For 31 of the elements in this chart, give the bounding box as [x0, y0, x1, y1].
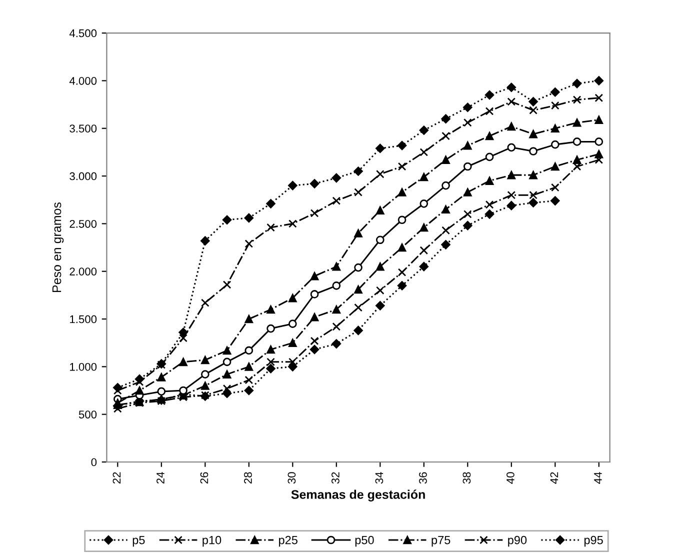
x-tick-label: 30 [288, 472, 296, 484]
y-tick-label: 4.500 [69, 29, 97, 38]
x-tick-label: 34 [375, 472, 384, 484]
x-axis-title: Semanas de gestación [291, 490, 425, 502]
y-tick-label: 500 [78, 410, 97, 418]
legend-label: p95 [584, 536, 603, 547]
legend-label: p5 [132, 536, 145, 547]
x-tick-label: 24 [156, 472, 164, 484]
legend-label: p90 [508, 536, 527, 547]
legend-label: p10 [202, 536, 222, 547]
x-tick-label: 40 [506, 472, 514, 484]
y-tick-label: 1.000 [70, 362, 97, 371]
legend-label: p75 [432, 536, 450, 547]
y-tick-label: 1.500 [70, 315, 97, 324]
x-tick-label: 28 [244, 472, 252, 484]
y-tick-label: 0 [91, 458, 97, 466]
y-axis-title: Peso en gramos [52, 202, 64, 292]
y-tick-label: 4.000 [69, 76, 97, 85]
y-tick-label: 2.000 [70, 268, 97, 276]
x-tick-label: 26 [200, 472, 208, 484]
x-tick-label: 38 [462, 472, 471, 484]
y-tick-label: 3.000 [70, 172, 97, 180]
y-tick-label: 2.500 [70, 220, 97, 228]
legend-label: p25 [279, 536, 298, 547]
x-tick-label: 44 [594, 472, 602, 484]
legend-label: p50 [355, 536, 374, 547]
x-tick-label: 36 [419, 472, 427, 484]
x-tick-label: 42 [550, 472, 558, 484]
x-tick-label: 22 [112, 472, 121, 484]
x-tick-label: 32 [332, 472, 340, 484]
y-tick-label: 3.500 [70, 124, 97, 132]
